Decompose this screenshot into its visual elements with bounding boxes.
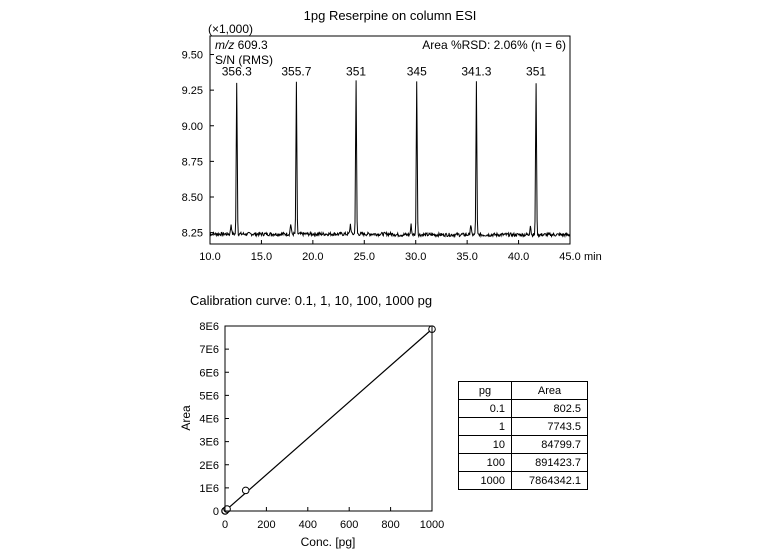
table-header-row: pg Area bbox=[458, 381, 588, 400]
y-tick-label: 7E6 bbox=[199, 344, 219, 356]
x-tick-label: 600 bbox=[340, 519, 358, 531]
y-tick-label: 9.00 bbox=[182, 121, 203, 133]
table-cell-area: 84799.7 bbox=[511, 435, 588, 454]
calibration-x-axis: 0 200 400 600 800 1000 bbox=[222, 507, 444, 531]
y-tick-label: 2E6 bbox=[199, 460, 219, 472]
table-cell-pg: 100 bbox=[458, 453, 512, 472]
x-tick-label: 400 bbox=[299, 519, 317, 531]
x-tick-label: 30.0 bbox=[405, 251, 426, 263]
x-tick-label: 25.0 bbox=[354, 251, 375, 263]
table-cell-pg: 1 bbox=[458, 417, 512, 436]
x-tick-label: 40.0 bbox=[508, 251, 529, 263]
y-tick-label: 8E6 bbox=[199, 321, 219, 333]
calibration-x-label: Conc. [pg] bbox=[301, 535, 356, 549]
peak-label: 351 bbox=[526, 65, 546, 79]
table-row: 1000 7864342.1 bbox=[458, 471, 588, 490]
x-tick-label: 45.0 bbox=[559, 251, 580, 263]
x-tick-label: 10.0 bbox=[199, 251, 220, 263]
table-cell-area: 802.5 bbox=[511, 399, 588, 418]
y-tick-label: 3E6 bbox=[199, 437, 219, 449]
y-tick-label: 0 bbox=[213, 506, 219, 518]
x-tick-label: 20.0 bbox=[302, 251, 323, 263]
chromatogram-title: 1pg Reserpine on column ESI bbox=[303, 8, 477, 23]
chromatogram-x-unit: min bbox=[584, 251, 602, 263]
peak-label: 355.7 bbox=[281, 65, 311, 79]
calibration-title: Calibration curve: 0.1, 1, 10, 100, 1000… bbox=[190, 293, 433, 308]
y-tick-label: 5E6 bbox=[199, 390, 219, 402]
table-cell-area: 7864342.1 bbox=[511, 471, 588, 490]
chromatogram-x-axis: 10.0 15.0 20.0 25.0 30.0 35.0 40.0 45.0 bbox=[199, 240, 581, 263]
table-row: 10 84799.7 bbox=[458, 435, 588, 454]
table-cell-pg: 10 bbox=[458, 435, 512, 454]
y-tick-label: 8.50 bbox=[182, 192, 203, 204]
y-tick-label: 1E6 bbox=[199, 483, 219, 495]
table-header-pg: pg bbox=[458, 381, 512, 400]
calibration-plot-frame bbox=[224, 325, 433, 512]
y-multiplier-label: (×1,000) bbox=[208, 22, 253, 36]
y-tick-label: 9.25 bbox=[182, 85, 203, 97]
table-row: 0.1 802.5 bbox=[458, 399, 588, 418]
y-tick-label: 8.75 bbox=[182, 156, 203, 168]
x-tick-label: 15.0 bbox=[251, 251, 272, 263]
chromatogram-trace bbox=[209, 80, 571, 239]
calibration-fit-line bbox=[224, 328, 433, 512]
peak-labels: 356.3 355.7 351 345 341.3 351 bbox=[222, 65, 547, 79]
y-tick-label: 6E6 bbox=[199, 367, 219, 379]
x-tick-label: 800 bbox=[381, 519, 399, 531]
table-cell-pg: 0.1 bbox=[458, 399, 512, 418]
table-header-area: Area bbox=[511, 381, 588, 400]
rsd-annotation: Area %RSD: 2.06% (n = 6) bbox=[422, 38, 566, 52]
chromatogram-chart: 10.0 15.0 20.0 25.0 30.0 35.0 40.0 45.0 8.25 8.5… bbox=[182, 22, 602, 263]
y-tick-label: 4E6 bbox=[199, 414, 219, 426]
x-tick-label: 200 bbox=[257, 519, 275, 531]
calibration-point bbox=[241, 486, 250, 495]
chromatogram-plot-frame bbox=[209, 35, 571, 245]
peak-label: 351 bbox=[346, 65, 366, 79]
x-tick-label: 1000 bbox=[420, 519, 444, 531]
chromatogram-y-axis: 8.25 8.50 8.75 9.00 9.25 9.50 bbox=[182, 50, 214, 240]
calibration-y-axis: 0 1E6 2E6 3E6 4E6 5E6 6E6 7E6 8E6 bbox=[199, 321, 229, 518]
y-tick-label: 8.25 bbox=[182, 228, 203, 240]
calibration-chart: 0 200 400 600 800 1000 0 1E6 2E6 3E6 4E6 5E6 6E6 7E6… bbox=[179, 321, 444, 549]
x-tick-label: 0 bbox=[222, 519, 228, 531]
table-cell-pg: 1000 bbox=[458, 471, 512, 490]
x-tick-label: 35.0 bbox=[456, 251, 477, 263]
peak-label: 345 bbox=[407, 65, 427, 79]
y-tick-label: 9.50 bbox=[182, 50, 203, 62]
peak-label: 341.3 bbox=[461, 65, 491, 79]
mz-annotation: m/z 609.3 bbox=[215, 38, 268, 52]
table-row: 100 891423.7 bbox=[458, 453, 588, 472]
calibration-y-label: Area bbox=[179, 405, 193, 431]
table-row: 1 7743.5 bbox=[458, 417, 588, 436]
table-cell-area: 7743.5 bbox=[511, 417, 588, 436]
calibration-table: pg Area 0.1 802.5 1 7743.5 10 84799.7 10… bbox=[458, 381, 588, 490]
table-cell-area: 891423.7 bbox=[511, 453, 588, 472]
sn-annotation: S/N (RMS) bbox=[215, 53, 273, 67]
peak-label: 356.3 bbox=[222, 65, 252, 79]
